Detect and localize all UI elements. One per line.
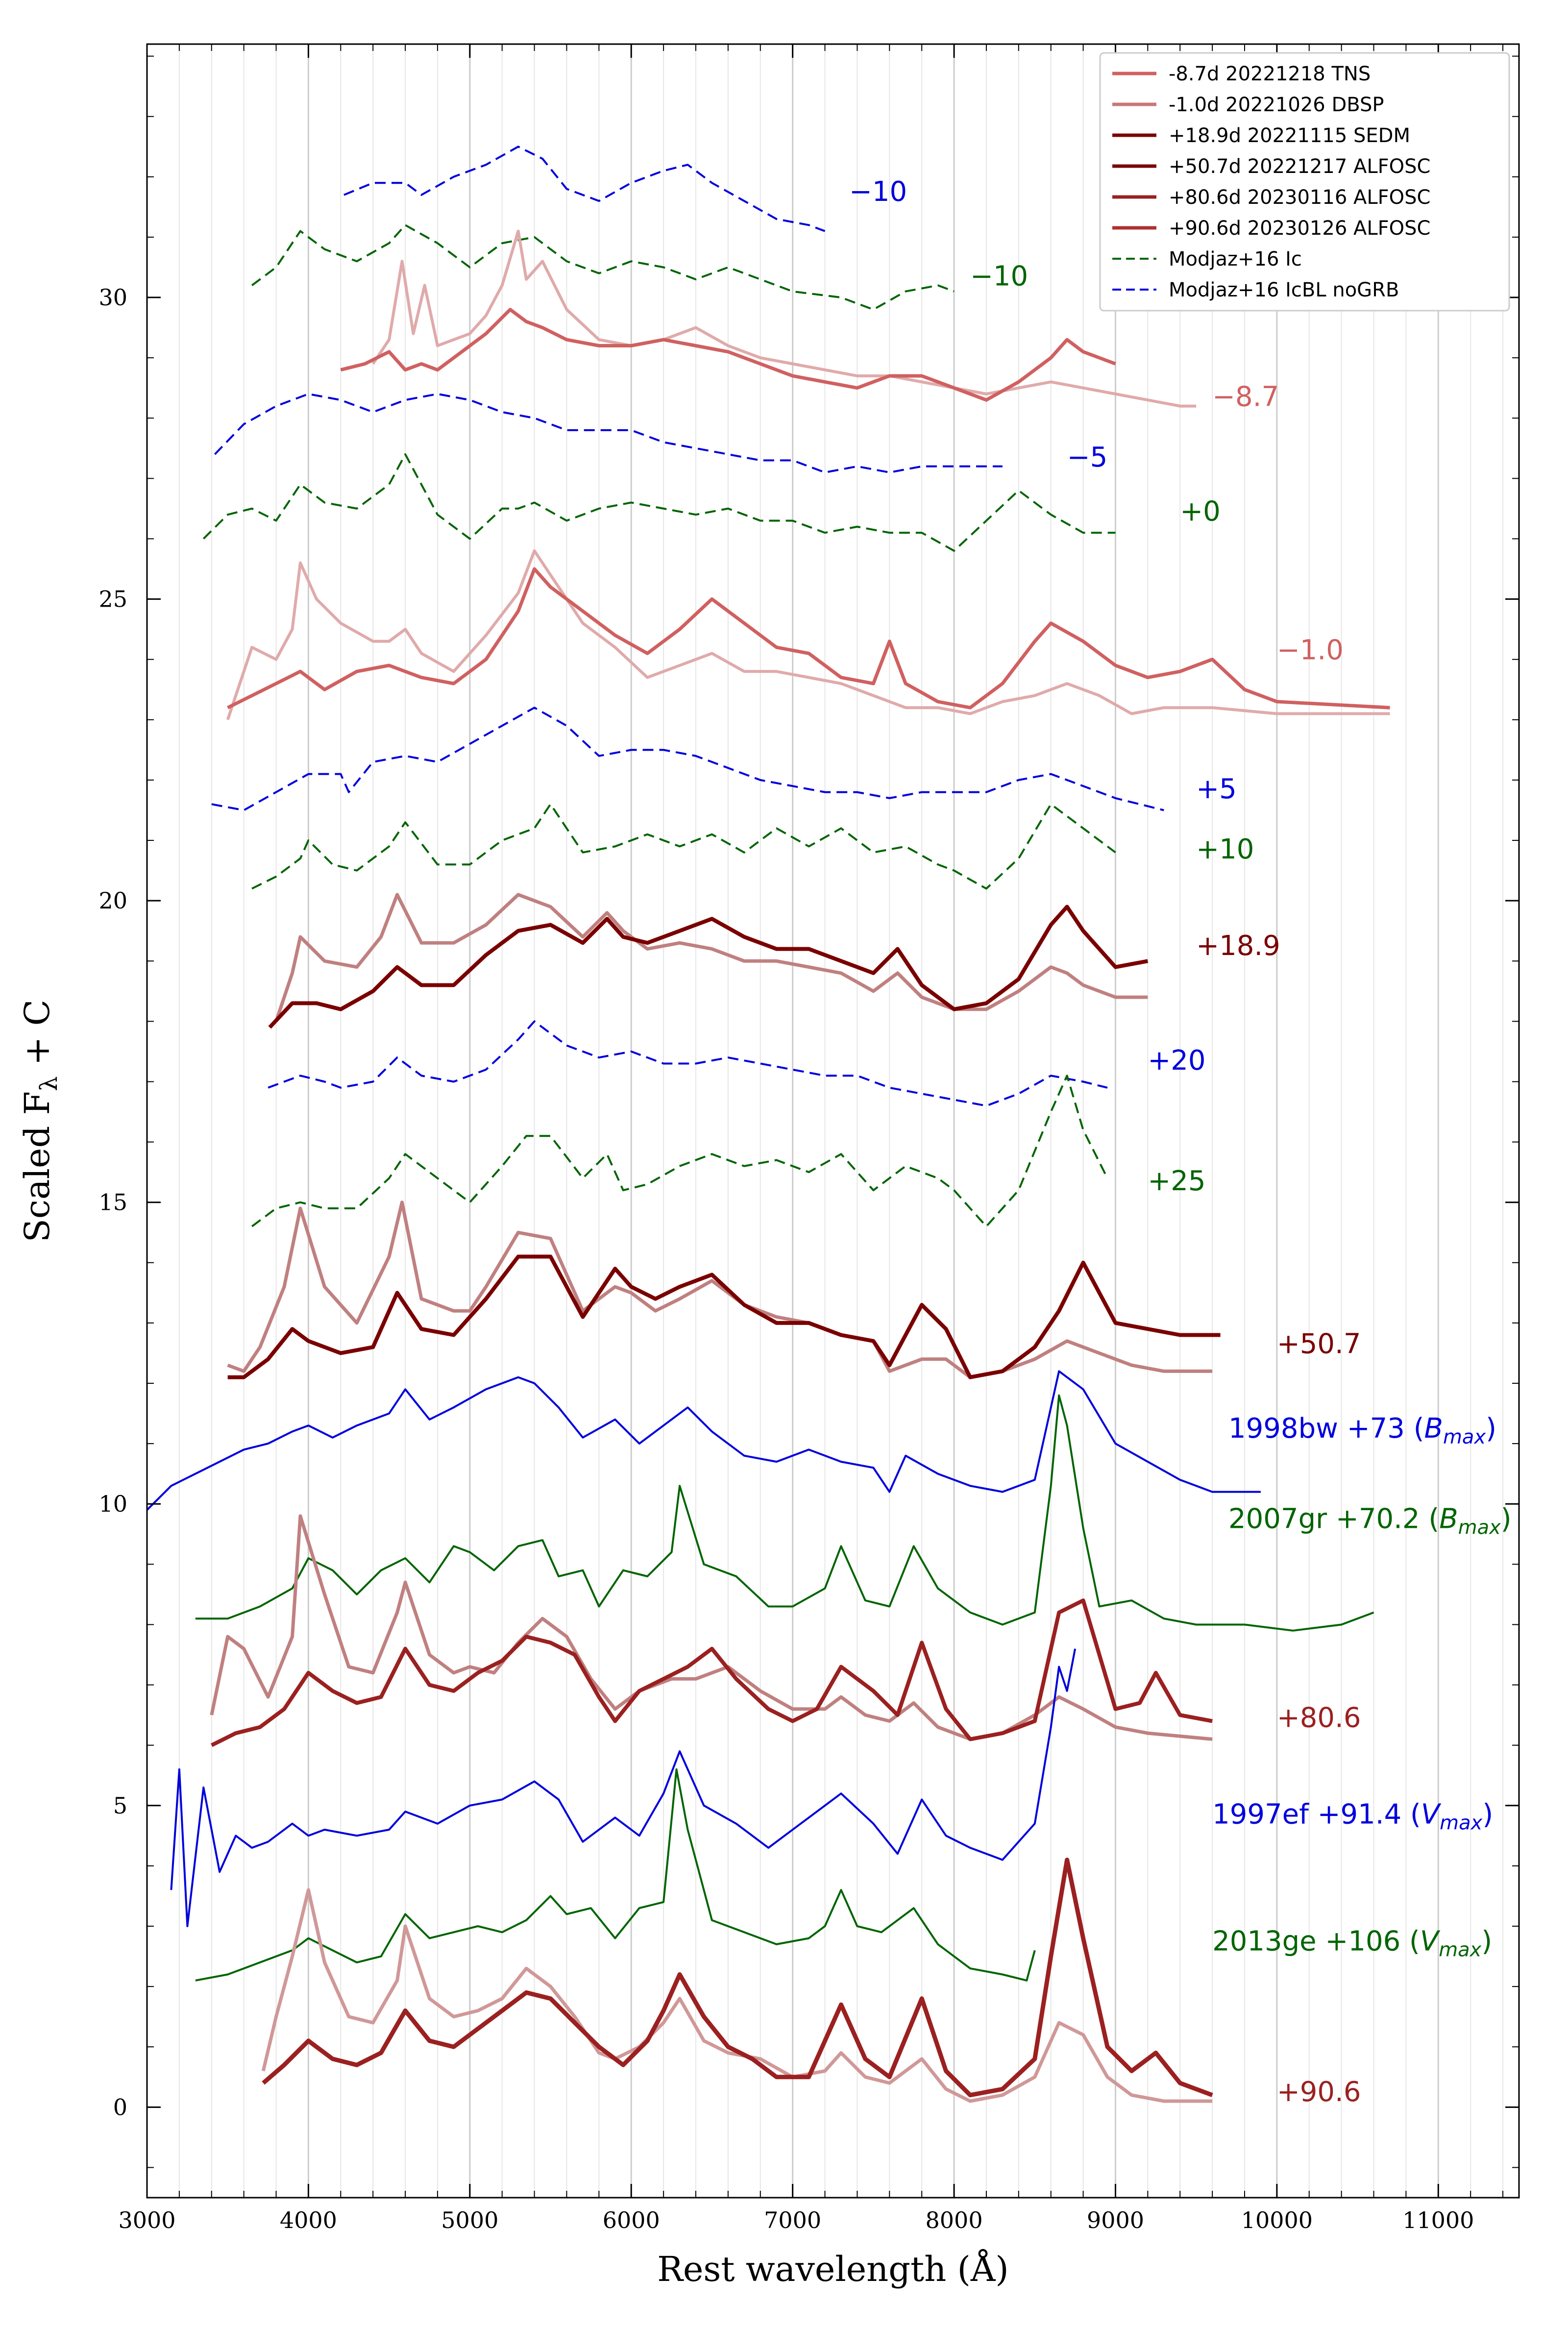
x-tick-label: 6000 [603,2207,660,2233]
x-tick-label: 7000 [764,2207,821,2233]
curve-label: +80.6 [1277,1702,1361,1734]
series-line [195,1394,1374,1632]
curve-label-close: ) [1486,1413,1496,1445]
series-line [268,905,1149,1029]
series-layer [146,146,1390,2103]
curve-label-italic: V [1421,1799,1442,1831]
series-line [227,567,1390,710]
curve-label: −8.7 [1212,381,1279,413]
curve-label-close: ) [1481,1925,1492,1957]
curve-label-subscript: max [1440,1812,1482,1835]
curve-label: −1.0 [1277,635,1344,666]
grid [146,44,1504,2198]
curve-label: −10 [849,176,907,208]
curve-label-close: ) [1501,1503,1512,1535]
x-tick-label: 8000 [926,2207,983,2233]
y-axis-label-main: Scaled F [17,1091,57,1242]
x-axis-label: Rest wavelength (Å) [657,2249,1008,2289]
x-tick-label: 5000 [441,2207,498,2233]
series-line [170,1648,1077,1927]
curve-label: 2007gr +70.2 (Bmax) [1228,1503,1512,1539]
x-tick-label: 10000 [1241,2207,1313,2233]
ticks: 3000 4000 5000 6000 7000 8000 9000 10000 11000 0 5… [98,44,1519,2233]
curve-label-subscript: max [1443,1426,1486,1448]
curve-label: +10 [1196,833,1254,865]
series-line [202,453,1116,552]
curve-label: +18.9 [1196,930,1280,962]
curve-label-italic: B [1439,1503,1458,1535]
series-line [371,229,1197,408]
legend-entry-label: +80.6d 20230116 ALFOSC [1169,186,1430,209]
y-tick-label: 20 [98,887,127,914]
curve-label: −10 [970,260,1028,292]
curve-label-subscript: max [1439,1938,1481,1961]
x-tick-label: 3000 [118,2207,175,2233]
y-tick-label: 25 [98,586,127,612]
series-line [211,707,1164,811]
legend-entry-label: Modjaz+16 Ic [1169,248,1302,270]
series-line [227,1254,1221,1379]
curve-label-italic: B [1424,1413,1443,1445]
series-line [195,1768,1036,1982]
legend: -8.7d 20221218 TNS -1.0d 20221026 DBSP +18… [1099,52,1510,312]
curve-label-subscript: max [1458,1516,1501,1539]
legend-entry-label: -8.7d 20221218 TNS [1169,63,1371,85]
curve-label: +50.7 [1277,1328,1361,1360]
series-line [146,1370,1261,1511]
series-line [274,893,1148,1022]
curve-label: −5 [1067,441,1108,473]
series-line [251,1075,1108,1227]
curve-labels: −10−10−8.7−5+0−1.0+5+10+18.9+20+25+50.71… [849,176,1512,2108]
y-axis-label-subscript: λ [35,1076,63,1091]
series-line [211,1598,1213,1747]
curve-label: +90.6 [1277,2076,1361,2108]
x-tick-label: 4000 [280,2207,337,2233]
series-line [268,1020,1108,1107]
series-line [262,1858,1213,2098]
curve-label: +25 [1148,1165,1205,1197]
series-line [226,549,1390,720]
y-tick-label: 10 [98,1491,127,1517]
curve-label: +0 [1180,496,1221,528]
y-axis-label: Scaled Fλ + C [17,1000,63,1242]
x-tick-label: 9000 [1087,2207,1144,2233]
legend-entry-label: -1.0d 20221026 DBSP [1169,94,1384,116]
curve-label: +5 [1196,773,1237,805]
curve-label: +20 [1148,1045,1205,1077]
legend-box [1099,52,1510,312]
plot-frame [146,43,1520,2199]
legend-entry-label: +18.9d 20221115 SEDM [1169,124,1410,147]
y-tick-label: 15 [98,1189,127,1216]
series-line [251,803,1116,890]
series-line [251,224,955,311]
curve-label-italic: V [1420,1925,1441,1957]
series-line [343,146,826,232]
series-line [340,308,1116,402]
y-tick-label: 5 [113,1792,127,1819]
y-axis-label-rest: + C [17,1000,57,1077]
legend-entry-label: +50.7d 20221217 ALFOSC [1169,155,1430,178]
series-line [261,1888,1213,2103]
y-tick-label: 0 [113,2094,127,2120]
curve-label-close: ) [1482,1799,1493,1831]
legend-entry-label: +90.6d 20230126 ALFOSC [1169,217,1430,240]
y-tick-label: 30 [98,284,127,311]
legend-entry-label: Modjaz+16 IcBL noGRB [1169,279,1399,301]
x-tick-label: 11000 [1402,2207,1474,2233]
